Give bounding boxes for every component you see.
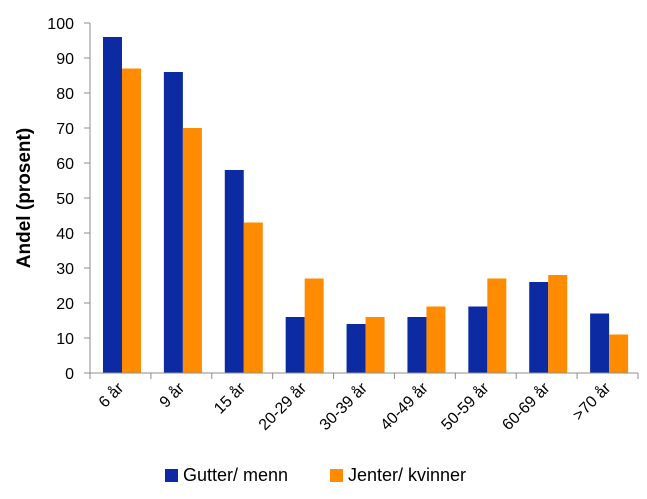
y-tick-label: 70	[56, 121, 74, 138]
y-axis-ticks: 0 10 20 30 40 50 60 70 80 90 100	[47, 16, 90, 383]
y-tick-label: 60	[56, 156, 74, 173]
x-tick-label: 40-49 år	[377, 379, 432, 434]
y-tick-label: 0	[65, 366, 74, 383]
y-tick-label: 30	[56, 261, 74, 278]
x-tick-label: 9 år	[156, 379, 189, 412]
y-tick-label: 20	[56, 296, 74, 313]
bar-gutter-menn	[224, 170, 244, 373]
bar-gutter-menn	[285, 317, 305, 373]
bar-jenter-kvinner	[426, 306, 446, 373]
legend: Gutter/ menn Jenter/ kvinner	[165, 465, 466, 485]
bar-jenter-kvinner	[365, 317, 385, 373]
bar-gutter-menn	[346, 324, 366, 373]
bar-jenter-kvinner	[548, 275, 568, 373]
bar-gutter-menn	[407, 317, 427, 373]
bar-gutter-menn	[468, 306, 488, 373]
bar-jenter-kvinner	[122, 68, 141, 373]
bar-gutter-menn	[103, 37, 122, 373]
axes-group	[89, 23, 638, 374]
legend-swatch	[165, 469, 178, 482]
bar-jenter-kvinner	[304, 278, 324, 373]
bar-gutter-menn	[163, 72, 183, 373]
y-tick-label: 90	[56, 51, 74, 68]
y-tick-label: 50	[56, 191, 74, 208]
y-tick-label: 80	[56, 86, 74, 103]
bar-gutter-menn	[590, 313, 610, 373]
legend-swatch	[330, 469, 343, 482]
bar-jenter-kvinner	[609, 334, 629, 373]
bar-gutter-menn	[529, 282, 549, 373]
bars-group	[103, 37, 629, 373]
y-tick-label: 10	[56, 331, 74, 348]
y-axis-title: Andel (prosent)	[14, 128, 35, 268]
x-tick-label: 15 år	[211, 379, 250, 418]
x-tick-label: 60-69 år	[499, 379, 554, 434]
bar-jenter-kvinner	[182, 128, 202, 373]
x-axis-ticks: 6 år 9 år 15 år 20-29 år 30-39 år 40-49 år 50-…	[89, 373, 639, 434]
legend-label: Gutter/ menn	[183, 465, 288, 485]
x-tick-label: >70 år	[569, 379, 615, 425]
y-tick-label: 100	[47, 16, 74, 33]
legend-label: Jenter/ kvinner	[348, 465, 466, 485]
bar-jenter-kvinner	[243, 222, 263, 373]
bar-jenter-kvinner	[487, 278, 507, 373]
y-tick-label: 40	[56, 226, 74, 243]
x-tick-label: 20-29 år	[255, 379, 310, 434]
x-tick-label: 30-39 år	[316, 379, 371, 434]
x-tick-label: 50-59 år	[438, 379, 493, 434]
x-tick-label: 6 år	[95, 379, 128, 412]
